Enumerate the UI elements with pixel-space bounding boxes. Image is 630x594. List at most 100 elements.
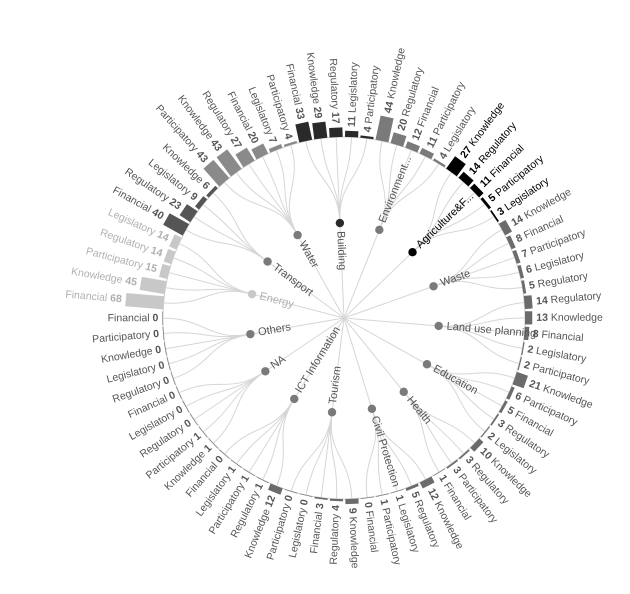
link-leaf <box>173 257 253 295</box>
sector-label: Health <box>404 394 433 426</box>
bar <box>195 196 208 210</box>
link-center-0 <box>343 251 413 319</box>
bar <box>299 493 313 497</box>
bar <box>169 234 182 250</box>
sector-node <box>429 282 438 291</box>
sector-label: Civil Protection <box>369 415 402 489</box>
sector-node <box>261 367 270 376</box>
sector-node <box>399 387 408 397</box>
bar <box>179 204 198 223</box>
bar <box>166 357 171 371</box>
link-center-7 <box>293 317 345 400</box>
bar <box>208 438 219 449</box>
bar <box>268 144 283 153</box>
link-leaf <box>262 398 295 480</box>
bar <box>182 400 190 413</box>
bar-label: Knowledge 45 <box>70 265 138 288</box>
link-leaf <box>426 363 486 432</box>
bar <box>523 326 530 341</box>
link-leaf <box>163 290 253 304</box>
bar-layer <box>125 115 533 505</box>
bar <box>405 141 420 153</box>
bar <box>521 341 525 356</box>
bar <box>216 149 242 177</box>
bar <box>433 158 446 168</box>
link-center-9 <box>250 317 345 335</box>
sector-node <box>335 218 345 228</box>
sector-label: Tourism <box>327 365 344 405</box>
link-center-3 <box>343 317 428 365</box>
sector-label: Land use planning <box>446 321 537 340</box>
sector-label: Water <box>296 239 321 270</box>
sector-node <box>375 225 384 235</box>
sector-label: Building <box>334 231 348 271</box>
sector-node <box>422 360 432 369</box>
link-leaf <box>365 408 377 498</box>
bar <box>517 264 525 279</box>
bar <box>344 130 359 138</box>
bar <box>498 219 512 236</box>
link-center-6 <box>331 317 345 413</box>
sector-node <box>247 289 257 299</box>
bar <box>458 449 470 460</box>
bar <box>390 489 404 494</box>
bar <box>433 468 445 477</box>
bar-label: Financial 3 <box>308 502 326 554</box>
bar <box>163 213 190 236</box>
link-leaf <box>235 172 299 236</box>
bar-label: 14 Regulatory <box>536 290 603 308</box>
bar <box>512 371 528 389</box>
link-center-13 <box>339 223 345 319</box>
sector-label: Waste <box>439 268 472 290</box>
link-center-8 <box>265 317 345 372</box>
bar <box>283 140 298 147</box>
link-leaf <box>213 370 266 444</box>
link-center-10 <box>251 293 345 319</box>
link-center-2 <box>343 317 439 327</box>
bar <box>163 249 176 265</box>
link-leaf <box>178 243 253 295</box>
bar <box>170 372 176 385</box>
bar <box>490 210 499 222</box>
bar <box>506 235 516 250</box>
link-leaf <box>403 391 440 473</box>
bar <box>159 264 171 279</box>
bar <box>162 326 165 341</box>
link-leaf <box>202 370 266 433</box>
sector-node <box>290 394 299 404</box>
link-center-12 <box>297 234 345 319</box>
sector-node <box>367 404 377 414</box>
bar <box>243 468 255 477</box>
sector-node <box>434 321 443 331</box>
bar <box>521 280 527 294</box>
link-leaf <box>330 412 353 499</box>
link-leaf <box>433 280 523 290</box>
bar <box>219 449 230 459</box>
link-leaf <box>185 370 266 407</box>
link-layer <box>162 137 526 499</box>
bar-label: 13 Knowledge <box>536 312 603 324</box>
sector-label: NA <box>269 353 289 372</box>
link-leaf <box>288 144 299 236</box>
link-leaf <box>178 370 266 394</box>
bar <box>163 342 167 356</box>
bar <box>375 493 389 497</box>
bar <box>203 159 230 187</box>
bar <box>295 121 313 143</box>
bar <box>206 185 218 198</box>
bar-label: Financial 0 <box>108 312 159 324</box>
link-leaf <box>162 317 251 336</box>
bar <box>345 498 359 505</box>
bar-label: 8 Financial <box>532 328 584 344</box>
bar-label: 0 Financial <box>362 501 380 553</box>
bar <box>446 156 466 177</box>
bar <box>523 295 533 310</box>
outer-ring <box>162 136 526 500</box>
bar <box>375 115 394 143</box>
bar-label: 4 Participatory <box>361 64 381 133</box>
bar-label: Participatory 0 <box>92 328 160 346</box>
sector-label: Others <box>257 321 292 339</box>
link-leaf <box>212 192 268 262</box>
bar <box>235 147 255 168</box>
